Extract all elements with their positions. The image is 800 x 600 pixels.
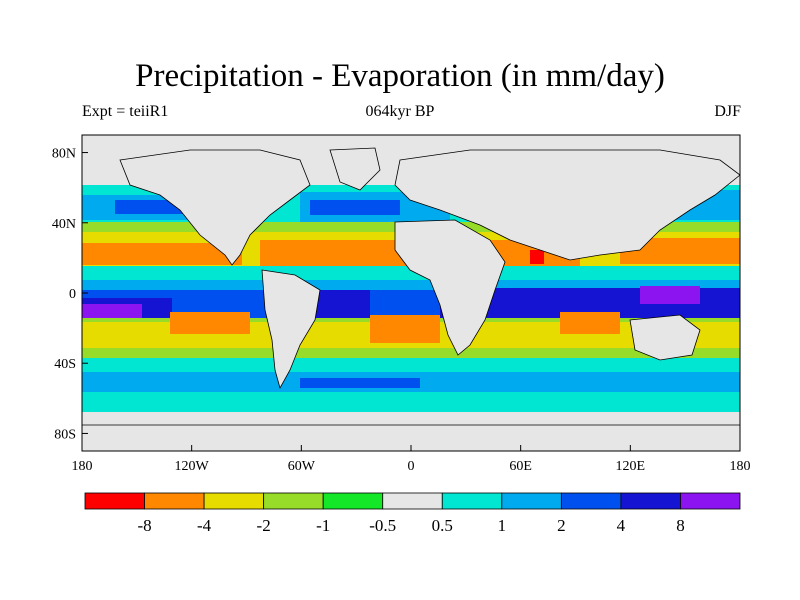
- field-purple-maritime: [640, 286, 700, 304]
- lon-tick-label: 180: [72, 459, 93, 474]
- colorbar-label: 2: [557, 516, 566, 535]
- colorbar-label: 4: [617, 516, 626, 535]
- lon-tick-label: 120E: [616, 459, 646, 474]
- colorbar-swatch: [322, 492, 384, 510]
- season-label: DJF: [714, 103, 741, 120]
- colorbar: -8 -4 -2 -1 -0.5 0.5 1 2 4 8: [84, 492, 741, 535]
- field-orange-indian-south: [560, 312, 620, 334]
- europe-asia: [394, 149, 740, 261]
- field-cyan-south-lower: [82, 392, 740, 412]
- lon-tick-label: 120W: [175, 459, 210, 474]
- lon-tick-label: 0: [408, 459, 415, 474]
- colorbar-swatch: [560, 492, 622, 510]
- australia: [629, 314, 701, 361]
- colorbar-swatch: [441, 492, 503, 510]
- field-blue-atlantic-north: [310, 200, 400, 215]
- colorbar-swatch: [144, 492, 205, 510]
- colorbar-label: 0.5: [432, 516, 453, 535]
- colorbar-label: -8: [137, 516, 151, 535]
- colorbar-swatch: [501, 492, 562, 510]
- colorbar-swatch: [382, 492, 443, 510]
- lat-tick-label: 80N: [52, 147, 76, 162]
- lat-tick-label: 40S: [54, 357, 76, 372]
- field-orange-pacific-south: [170, 312, 250, 334]
- colorbar-label: 1: [498, 516, 507, 535]
- coastlines: [82, 147, 740, 451]
- colorbar-swatch: [680, 492, 741, 510]
- africa: [394, 219, 506, 356]
- colorbar-label: -2: [257, 516, 271, 535]
- field-orange-atlantic-south: [370, 315, 440, 343]
- lon-tick-label: 180: [730, 459, 751, 474]
- field-cyan-south: [82, 358, 740, 372]
- lat-tick-label: 0: [69, 287, 76, 302]
- greenland: [329, 147, 381, 191]
- field-orange-atlantic-north: [260, 240, 410, 268]
- lat-tick-label: 40N: [52, 217, 76, 232]
- north-america: [119, 149, 311, 266]
- colorbar-swatch: [263, 492, 324, 510]
- field-red-arabian-sea: [530, 250, 544, 264]
- map-ticks: 180 120W 60W 0 60E 120E 180 80N 40N 0 40S 80S: [52, 147, 751, 474]
- field-purple-pacific: [82, 304, 142, 318]
- colorbar-label: -1: [316, 516, 330, 535]
- map-subtitle: 064kyr BP: [365, 103, 435, 120]
- lon-tick-label: 60E: [509, 459, 532, 474]
- field-cyan-equator: [82, 266, 740, 280]
- field-green-south-lower: [82, 348, 740, 358]
- colorbar-swatch: [84, 492, 145, 510]
- field-blue-south: [300, 378, 420, 388]
- colorbar-label: -4: [197, 516, 212, 535]
- colorbar-swatch: [203, 492, 265, 510]
- south-america: [261, 269, 321, 390]
- lat-tick-label: 80S: [54, 427, 76, 442]
- map-title: Precipitation - Evaporation (in mm/day): [135, 58, 665, 94]
- field-orange-pacific-north: [82, 243, 242, 265]
- lon-tick-label: 60W: [288, 459, 316, 474]
- antarctica: [82, 424, 740, 451]
- colorbar-label: -0.5: [369, 516, 396, 535]
- colorbar-swatch: [620, 492, 681, 510]
- experiment-label: Expt = teiiR1: [82, 103, 169, 120]
- colorbar-label: 8: [676, 516, 685, 535]
